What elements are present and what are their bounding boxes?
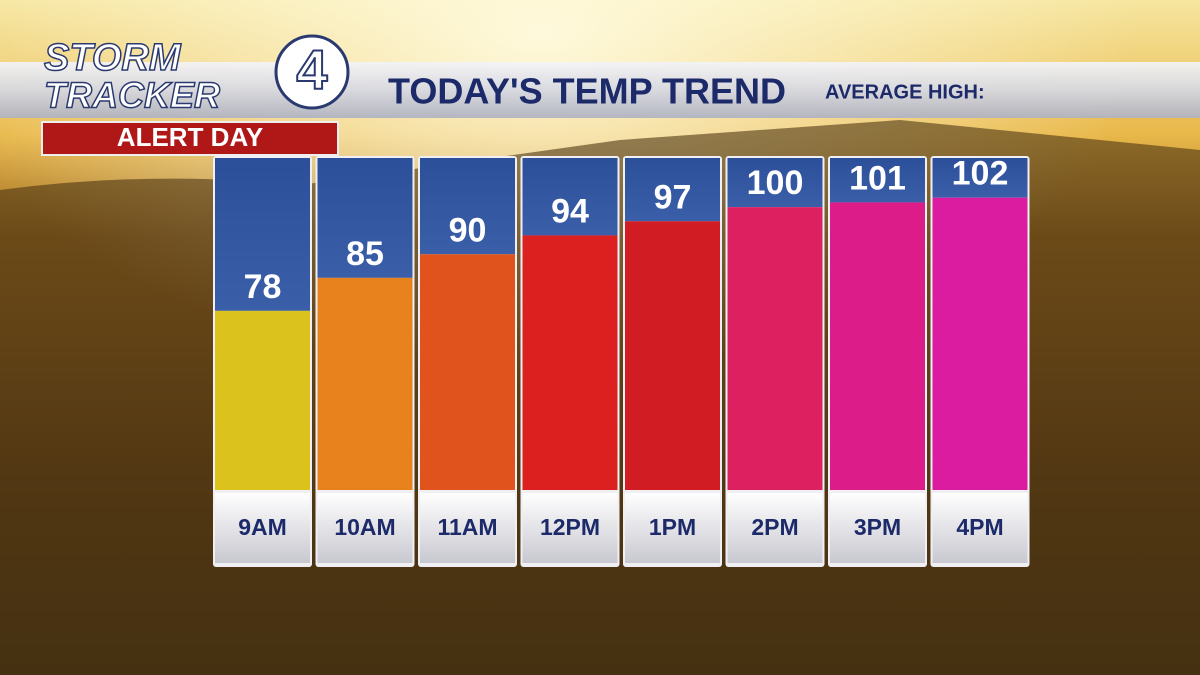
brand-line2: TRACKER [44, 75, 220, 116]
brand-number: 4 [296, 38, 327, 101]
title: TODAY'S TEMP TREND [388, 71, 786, 112]
category-label: 9AM [238, 514, 287, 540]
value-box [830, 158, 925, 203]
header-band [0, 62, 1200, 118]
category-box [420, 493, 515, 563]
banner: ALERT DAY [117, 122, 263, 152]
brand-line1: STORM [44, 37, 182, 79]
value-label: 97 [654, 178, 692, 216]
value-label: 94 [551, 192, 589, 230]
category-label: 3PM [854, 514, 901, 540]
category-label: 11AM [437, 514, 497, 540]
bar [830, 202, 925, 490]
bar [625, 221, 720, 491]
category-box [215, 493, 310, 563]
value-box [420, 158, 515, 255]
value-label: 90 [449, 211, 487, 249]
category-label: 2PM [751, 514, 798, 540]
bar [215, 310, 310, 490]
value-box [625, 158, 720, 222]
value-label: 101 [849, 159, 906, 197]
category-box [522, 493, 618, 563]
value-box [215, 158, 310, 311]
category-label: 10AM [334, 514, 395, 540]
bar [522, 235, 618, 490]
value-label: 85 [346, 235, 384, 273]
value-label: 102 [952, 155, 1009, 193]
category-label: 4PM [956, 514, 1003, 540]
bar [932, 197, 1028, 490]
value-box [317, 158, 413, 278]
category-box [830, 493, 925, 563]
category-label: 1PM [649, 514, 696, 540]
banner-box [41, 121, 339, 156]
bar [420, 254, 515, 490]
value-label: 78 [244, 268, 282, 306]
value-box [932, 158, 1028, 198]
category-box [317, 493, 413, 563]
category-box [727, 493, 823, 563]
bar [727, 207, 823, 490]
bar [317, 277, 413, 490]
average-high-label: AVERAGE HIGH: [825, 81, 985, 103]
category-box [932, 493, 1028, 563]
category-label: 12PM [540, 514, 600, 540]
category-box [625, 493, 720, 563]
value-box [522, 158, 618, 236]
value-label: 100 [747, 164, 804, 202]
value-box [727, 158, 823, 208]
brand-circle [274, 34, 350, 110]
